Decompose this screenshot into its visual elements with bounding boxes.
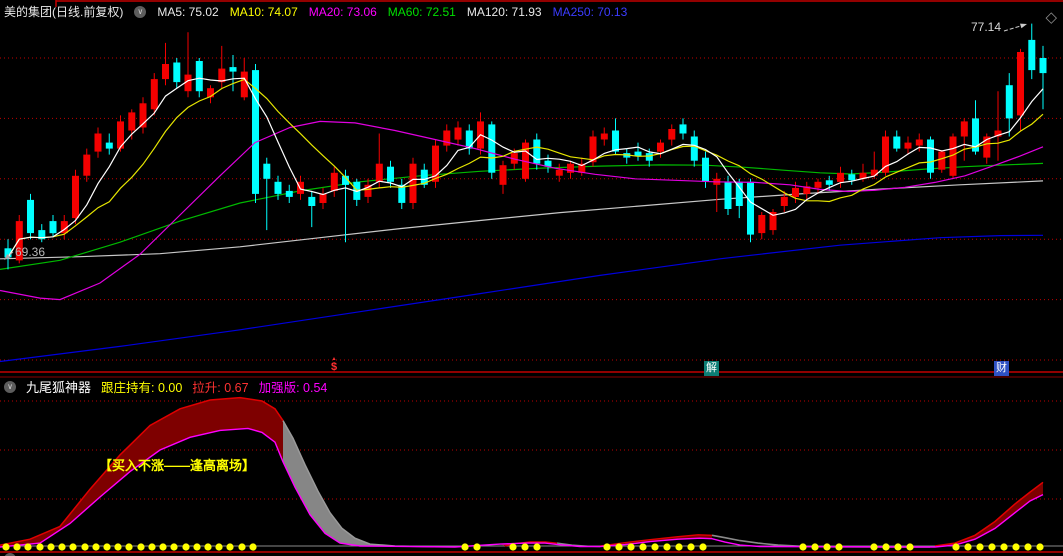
high-price-label: 77.14 bbox=[971, 20, 1002, 34]
indicator-field-jiaqiang: 加强版: 0.54 bbox=[258, 381, 328, 395]
indicator-field-lasheng: 拉升: 0.67 bbox=[192, 381, 249, 395]
stock-title: 美的集团(日线.前复权) bbox=[4, 5, 124, 19]
indicator-field-genzhuang: 跟庄持有: 0.00 bbox=[101, 381, 183, 395]
main-chart-header: 美的集团(日线.前复权) ∨ MA5: 75.02 MA10: 74.07 MA… bbox=[4, 3, 627, 20]
low-price-label: 69.36 bbox=[15, 245, 46, 259]
ma20-value: MA20: 73.06 bbox=[308, 4, 377, 19]
jie-marker-icon[interactable]: 解 bbox=[704, 361, 719, 376]
ma250-value: MA250: 70.13 bbox=[552, 4, 628, 19]
clipped-bottom-row: ∨ 九尾狐神器 跟庄持有: 0.00 拉升: 0.67 加强版: 0.54 bbox=[4, 553, 327, 556]
cai-marker-icon[interactable]: 财 bbox=[994, 361, 1009, 376]
dollar-marker-icon[interactable]: ▴ $ bbox=[331, 356, 338, 373]
corner-diamond-icon[interactable]: ◇ bbox=[1045, 9, 1057, 26]
ma60-value: MA60: 72.51 bbox=[387, 4, 456, 19]
indicator-collapse-chevron-icon[interactable]: ∨ bbox=[4, 380, 16, 393]
clipped-chevron-icon: ∨ bbox=[4, 553, 16, 556]
ma120-value: MA120: 71.93 bbox=[466, 4, 542, 19]
collapse-chevron-icon[interactable]: ∨ bbox=[134, 5, 147, 18]
indicator-panel-header: ∨ 九尾狐神器 跟庄持有: 0.00 拉升: 0.67 加强版: 0.54 bbox=[4, 377, 327, 396]
ma10-value: MA10: 74.07 bbox=[229, 4, 298, 19]
sell-hint-annotation: 【买入不涨——逢高离场】 bbox=[99, 458, 256, 473]
indicator-title: 九尾狐神器 bbox=[26, 380, 92, 395]
ma5-value: MA5: 75.02 bbox=[157, 4, 219, 19]
